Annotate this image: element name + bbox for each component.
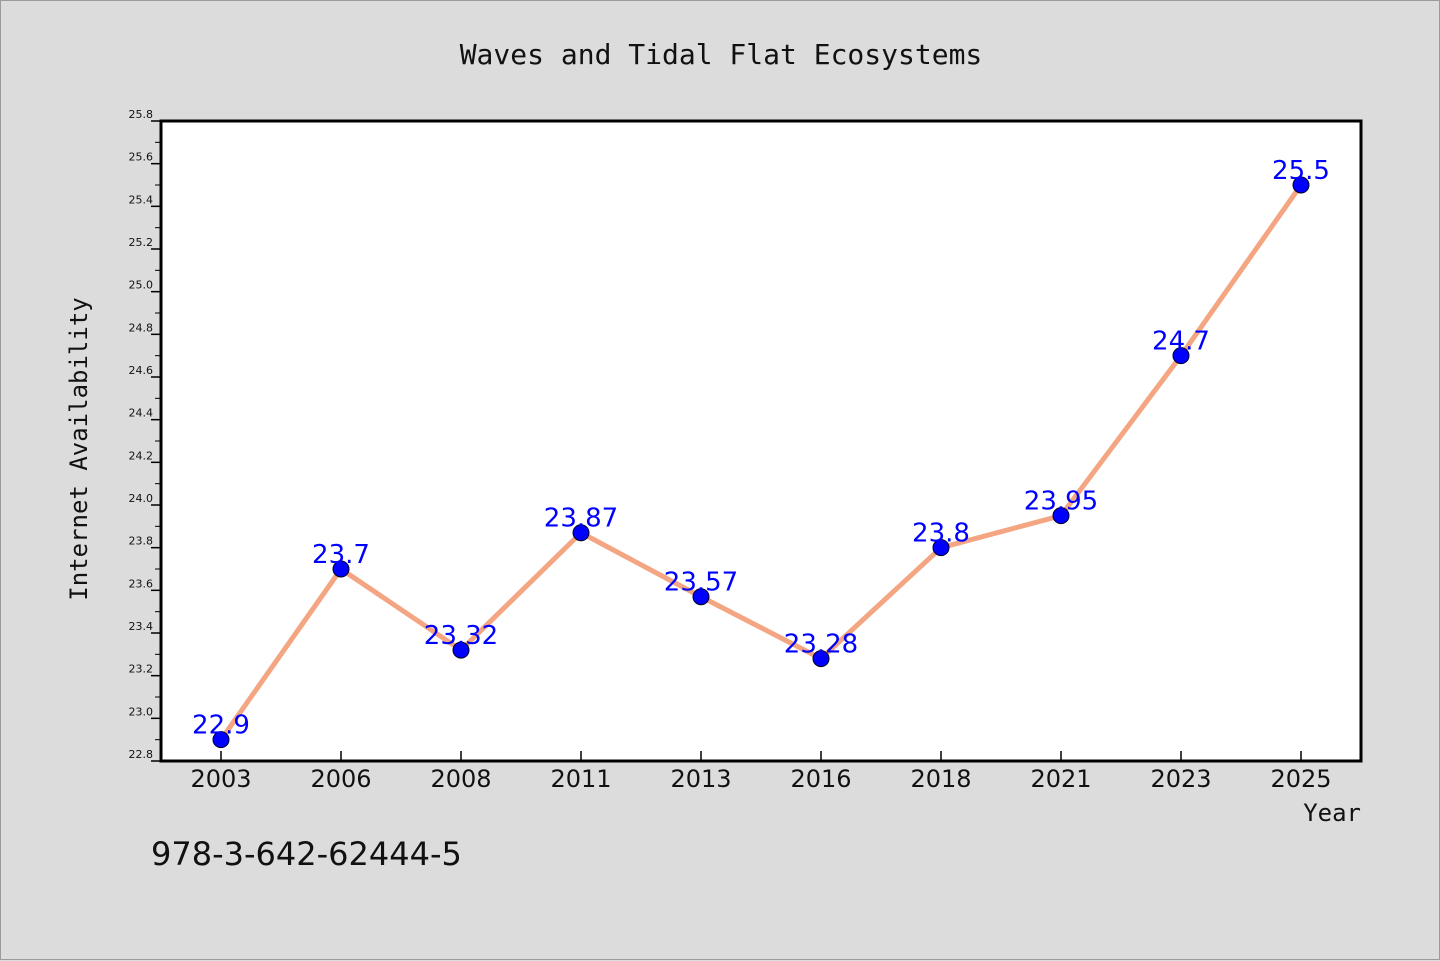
- data-label: 23.95: [1024, 487, 1098, 517]
- x-tick-label: 2008: [430, 765, 491, 793]
- x-tick-label: 2025: [1270, 765, 1331, 793]
- x-tick-label: 2006: [310, 765, 371, 793]
- data-point-marker: [692, 588, 710, 606]
- y-tick-label: 24.0: [129, 492, 154, 505]
- y-tick-label: 24.8: [129, 321, 154, 334]
- x-tick-label: 2018: [910, 765, 971, 793]
- y-tick-label: 25.0: [129, 279, 154, 292]
- data-label: 23.32: [424, 621, 498, 651]
- data-label: 23.87: [544, 504, 618, 534]
- y-axis-ticks: 22.8 23.0 23.2 23.4 23.6 23.8 24.0 24.2 24.4 24.6…: [129, 108, 161, 762]
- data-point-marker: [452, 641, 470, 659]
- y-tick-label: 23.0: [129, 705, 154, 718]
- chart-title: Waves and Tidal Flat Ecosystems: [460, 38, 983, 71]
- data-label: 25.5: [1272, 156, 1330, 186]
- data-label: 23.28: [784, 630, 858, 660]
- y-tick-label: 24.2: [129, 449, 154, 462]
- y-tick-label: 23.8: [129, 535, 154, 548]
- x-tick-label: 2011: [550, 765, 611, 793]
- x-tick-label: 2003: [190, 765, 251, 793]
- data-point-marker: [812, 650, 830, 668]
- y-tick-label: 25.2: [129, 236, 154, 249]
- series-group: [212, 176, 1310, 749]
- y-tick-label: 25.6: [129, 151, 154, 164]
- x-tick-label: 2023: [1150, 765, 1211, 793]
- plot-area: [159, 119, 1363, 763]
- x-axis-ticks: 2003 2006 2008 2011 2013 2016 2018 2021 2023 2025: [190, 751, 1332, 793]
- y-tick-label: 23.6: [129, 577, 154, 590]
- y-tick-label: 24.6: [129, 364, 154, 377]
- y-tick-label: 24.4: [129, 407, 154, 420]
- data-label: 23.57: [664, 568, 738, 598]
- data-labels-group: 22.9 23.7 23.32 23.87 23.57 23.28 23.8 23.95 24.…: [192, 156, 1330, 741]
- data-label: 23.7: [312, 540, 370, 570]
- data-point-marker: [1172, 347, 1190, 365]
- x-tick-label: 2021: [1030, 765, 1091, 793]
- series-line: [218, 183, 1304, 742]
- data-point-marker: [572, 524, 590, 542]
- data-label: 24.7: [1152, 327, 1210, 357]
- y-tick-label: 22.8: [129, 748, 154, 761]
- data-label: 23.8: [912, 519, 970, 549]
- isbn-footer: 978-3-642-62444-5: [151, 835, 462, 873]
- x-tick-label: 2013: [670, 765, 731, 793]
- data-point-marker: [1292, 176, 1310, 194]
- y-tick-label: 25.4: [129, 193, 154, 206]
- data-point-marker: [1052, 507, 1070, 525]
- data-point-marker: [932, 539, 950, 557]
- data-point-marker: [212, 731, 230, 749]
- y-tick-label: 25.8: [129, 108, 154, 121]
- y-tick-label: 23.4: [129, 620, 154, 633]
- data-point-marker: [332, 560, 350, 578]
- x-axis-label: Year: [1303, 799, 1361, 827]
- data-label: 22.9: [192, 711, 250, 741]
- y-axis-label: Internet Availability: [65, 297, 93, 600]
- x-tick-label: 2016: [790, 765, 851, 793]
- y-tick-label: 23.2: [129, 663, 154, 676]
